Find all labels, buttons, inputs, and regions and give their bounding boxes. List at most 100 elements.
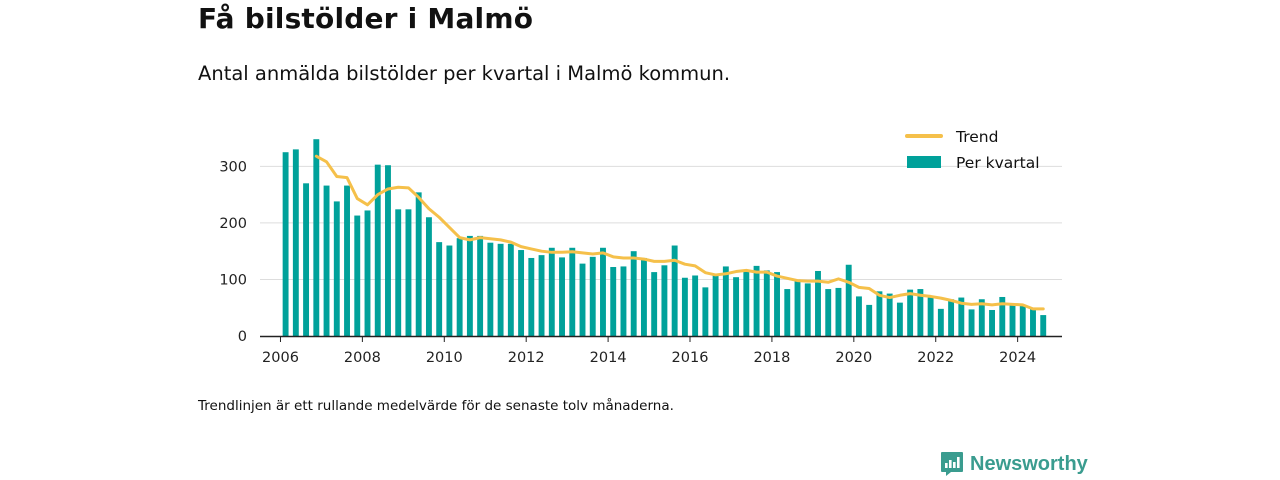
bar-2023-Q4 [1009, 303, 1016, 336]
bar-2023-Q2 [989, 309, 995, 336]
y-tick-label-100: 100 [219, 272, 247, 288]
bar-2017-Q1 [733, 277, 740, 336]
bar-2020-Q4 [886, 293, 893, 336]
bar-2024-Q1 [1019, 306, 1026, 336]
bar-2019-Q3 [835, 287, 842, 336]
bar-2021-Q2 [907, 289, 914, 336]
bar-2018-Q4 [804, 283, 811, 336]
bar-2013-Q3 [589, 256, 596, 336]
bar-2016-Q1 [692, 275, 699, 336]
y-tick-label-200: 200 [219, 216, 247, 232]
trend-line-layer [314, 154, 1045, 311]
quarterly-bars [282, 139, 1047, 337]
bar-2015-Q3 [671, 245, 678, 336]
bar-2009-Q1 [405, 209, 412, 336]
bar-2022-Q2 [948, 299, 955, 336]
bar-2014-Q3 [630, 251, 637, 337]
x-tick-label-2014: 2014 [590, 350, 627, 366]
bar-2010-Q3 [466, 235, 473, 336]
bar-2007-Q4 [354, 215, 361, 336]
bar-2010-Q1 [446, 245, 453, 336]
bar-2019-Q2 [825, 289, 832, 336]
bar-2009-Q3 [425, 217, 432, 336]
bar-2018-Q3 [794, 279, 801, 336]
bar-2015-Q2 [661, 265, 668, 336]
bar-2014-Q2 [620, 266, 627, 336]
bar-2017-Q4 [763, 270, 770, 336]
bar-2011-Q3 [507, 243, 514, 336]
bar-2021-Q3 [917, 289, 924, 336]
bar-2016-Q2 [702, 287, 709, 336]
bar-2011-Q1 [487, 242, 494, 336]
bar-2022-Q3 [958, 297, 965, 336]
bar-2008-Q1 [364, 210, 371, 336]
bar-2008-Q4 [395, 209, 402, 336]
bar-2014-Q1 [610, 267, 617, 336]
bar-2023-Q3 [999, 296, 1006, 336]
legend-bars-swatch [907, 156, 941, 168]
bar-2015-Q4 [681, 277, 688, 336]
bar-2017-Q2 [743, 271, 750, 336]
bar-2024-Q2 [1030, 308, 1036, 336]
bar-2006-Q4 [313, 139, 320, 336]
bar-2007-Q1 [323, 185, 330, 336]
bar-2018-Q1 [774, 272, 780, 336]
bar-2007-Q3 [344, 185, 350, 336]
bar-2019-Q4 [845, 264, 852, 336]
bar-2020-Q1 [855, 296, 862, 337]
x-tick-label-2018: 2018 [753, 350, 790, 366]
legend-trend-label: Trend [955, 128, 998, 146]
newsworthy-logo-icon [941, 452, 963, 476]
bar-2021-Q4 [927, 297, 934, 336]
bar-2010-Q2 [456, 238, 463, 336]
bar-2018-Q2 [784, 289, 791, 336]
bar-2022-Q1 [937, 308, 944, 336]
bar-2011-Q2 [497, 243, 504, 336]
chart-title: Få bilstölder i Malmö [198, 2, 534, 35]
x-tick-label-2008: 2008 [344, 350, 381, 366]
bar-2016-Q3 [712, 273, 719, 336]
bar-2006-Q1 [282, 152, 289, 336]
bar-2019-Q1 [815, 270, 821, 336]
bar-line-chart: 0 100 200 300 2006 2008 2010 2012 2014 2016 2018 20… [219, 128, 1062, 366]
bar-2008-Q3 [385, 165, 391, 336]
chart-subtitle: Antal anmälda bilstölder per kvartal i M… [198, 62, 731, 85]
brand-logo: Newsworthy [940, 451, 1088, 477]
bar-2014-Q4 [640, 257, 647, 336]
bar-2006-Q2 [292, 149, 299, 336]
y-tick-label-0: 0 [238, 329, 247, 345]
bar-2020-Q3 [876, 291, 883, 336]
bar-2006-Q3 [303, 183, 310, 336]
bar-2013-Q2 [579, 263, 586, 336]
bar-2017-Q3 [753, 265, 760, 336]
x-tick-label-2016: 2016 [672, 350, 709, 366]
x-tick-label-2012: 2012 [508, 350, 545, 366]
trend-line [314, 154, 1045, 311]
bar-2020-Q2 [866, 304, 873, 336]
y-tick-label-300: 300 [219, 159, 247, 175]
bar-2012-Q3 [548, 247, 555, 336]
bar-2013-Q4 [600, 247, 606, 336]
bar-2012-Q1 [528, 257, 535, 336]
brand-name: Newsworthy [970, 452, 1088, 475]
x-tick-label-2020: 2020 [835, 350, 872, 366]
bar-2007-Q2 [333, 201, 340, 336]
bar-2013-Q1 [569, 247, 576, 336]
x-tick-label-2024: 2024 [999, 350, 1036, 366]
bar-2011-Q4 [518, 250, 525, 336]
x-tick-label-2006: 2006 [262, 350, 299, 366]
bar-2009-Q4 [436, 242, 443, 336]
bar-2015-Q1 [651, 272, 658, 336]
bar-2012-Q4 [559, 257, 565, 336]
footnote: Trendlinjen är ett rullande medelvärde f… [198, 398, 674, 414]
bar-2021-Q1 [896, 302, 903, 336]
x-tick-label-2022: 2022 [917, 350, 954, 366]
bar-2009-Q2 [415, 192, 422, 336]
x-tick-label-2010: 2010 [426, 350, 463, 366]
bar-2008-Q2 [374, 164, 381, 336]
legend-bars-label: Per kvartal [956, 154, 1040, 172]
bar-2012-Q2 [538, 255, 545, 336]
bar-2024-Q3 [1040, 315, 1047, 336]
legend: Trend Per kvartal [905, 128, 1040, 172]
bar-2023-Q1 [978, 299, 985, 336]
